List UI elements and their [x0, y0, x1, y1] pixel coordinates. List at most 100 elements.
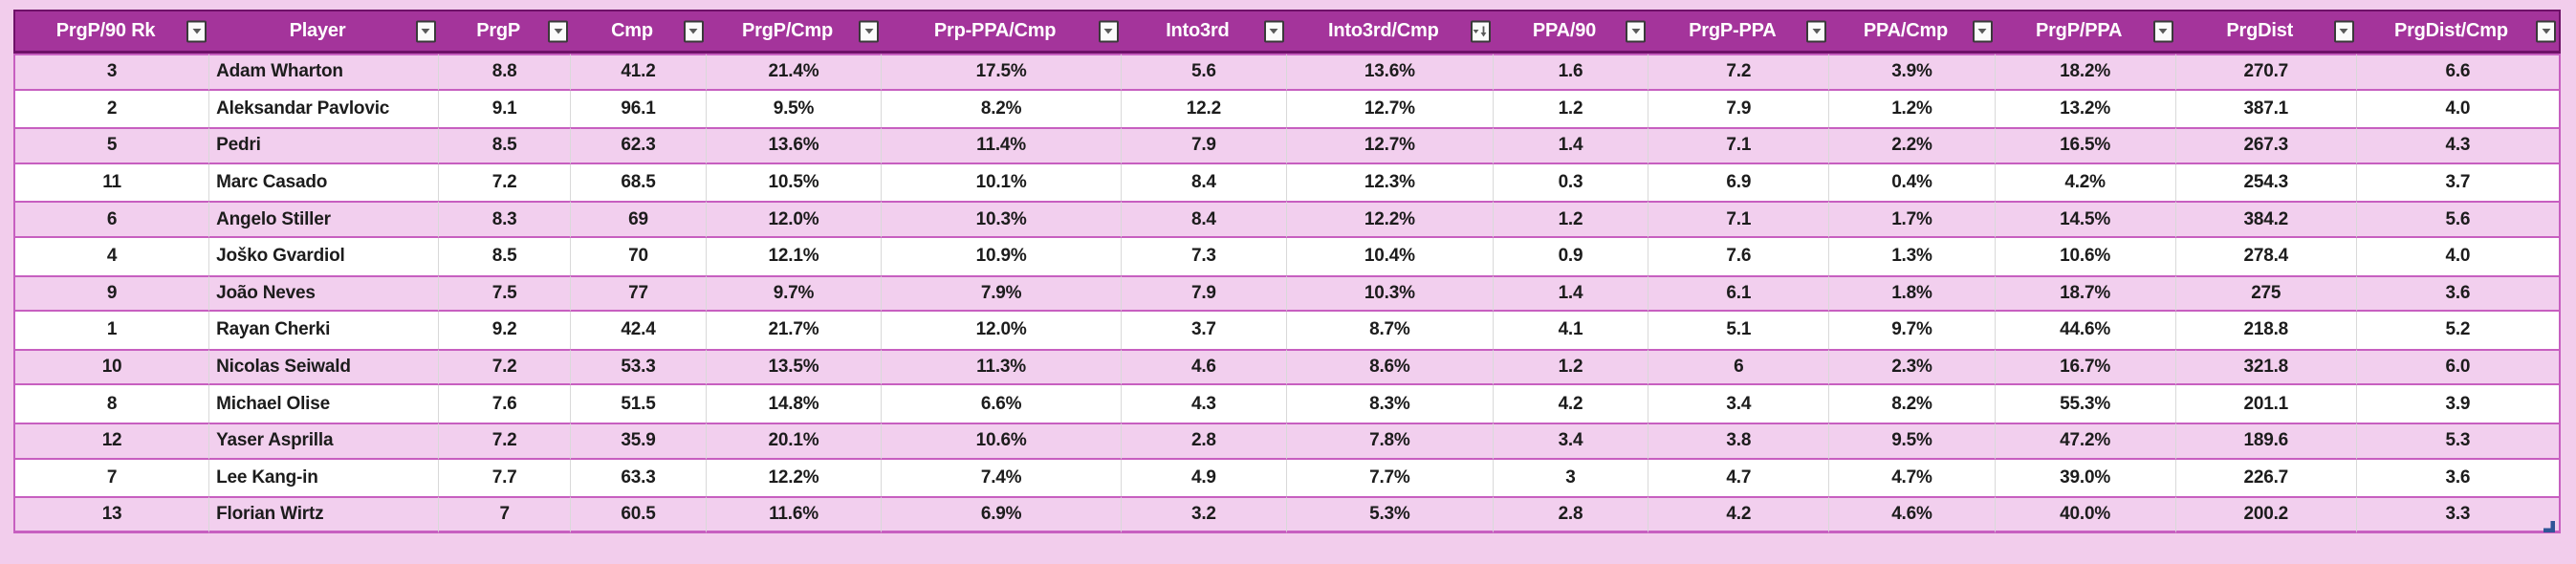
column-header-into3rd[interactable]: Into3rd	[1121, 10, 1287, 54]
cell-into3rd-cmp[interactable]: 10.4%	[1286, 237, 1494, 275]
cell-prgp-cmp[interactable]: 11.6%	[706, 496, 883, 533]
cell-ppa-cmp[interactable]: 2.2%	[1829, 127, 1996, 164]
cell-prgdist[interactable]: 275	[2175, 274, 2357, 313]
cell-prgdist[interactable]: 218.8	[2175, 312, 2357, 349]
cell-prgp[interactable]: 7.2	[438, 163, 572, 202]
cell-prgp-cmp[interactable]: 13.6%	[706, 127, 883, 164]
cell-into3rd[interactable]: 8.4	[1121, 163, 1287, 202]
cell-prgp-ppa[interactable]: 47.2%	[1995, 422, 2176, 460]
cell-prgdist-cmp[interactable]: 4.0	[2356, 90, 2561, 128]
cell-cmp[interactable]: 96.1	[571, 90, 707, 128]
filter-dropdown-button[interactable]	[548, 20, 569, 42]
cell-prp-ppa-cmp[interactable]: 10.1%	[882, 163, 1122, 202]
cell-prgp[interactable]: 8.8	[438, 54, 572, 91]
cell-player[interactable]: Rayan Cherki	[209, 312, 439, 349]
cell-into3rd-cmp[interactable]: 12.3%	[1286, 163, 1494, 202]
cell-ppa-90[interactable]: 1.2	[1493, 348, 1649, 386]
cell-player[interactable]: Aleksandar Pavlovic	[209, 90, 439, 128]
filter-dropdown-button[interactable]	[859, 20, 880, 42]
cell-into3rd[interactable]: 3.2	[1121, 496, 1287, 533]
cell-prgp-ppa[interactable]: 18.7%	[1995, 274, 2176, 313]
cell-prgdist-cmp[interactable]: 5.2	[2356, 312, 2561, 349]
cell-prp-ppa-cmp[interactable]: 7.4%	[882, 459, 1122, 497]
cell-prgp-ppa[interactable]: 6.9	[1648, 163, 1830, 202]
cell-prgp-90-rk[interactable]: 13	[13, 496, 210, 533]
cell-prgdist[interactable]: 384.2	[2175, 201, 2357, 238]
cell-prgdist-cmp[interactable]: 6.6	[2356, 54, 2561, 91]
cell-prp-ppa-cmp[interactable]: 6.9%	[882, 496, 1122, 533]
cell-prgdist[interactable]: 254.3	[2175, 163, 2357, 202]
cell-ppa-cmp[interactable]: 1.2%	[1829, 90, 1996, 128]
cell-prgp[interactable]: 8.5	[438, 127, 572, 164]
cell-prgp[interactable]: 9.2	[438, 312, 572, 349]
cell-cmp[interactable]: 68.5	[571, 163, 707, 202]
cell-into3rd[interactable]: 3.7	[1121, 312, 1287, 349]
cell-into3rd-cmp[interactable]: 12.7%	[1286, 127, 1494, 164]
cell-cmp[interactable]: 35.9	[571, 422, 707, 460]
cell-into3rd-cmp[interactable]: 13.6%	[1286, 54, 1494, 91]
cell-prgp-ppa[interactable]: 16.5%	[1995, 127, 2176, 164]
cell-prgp-ppa[interactable]: 40.0%	[1995, 496, 2176, 533]
cell-ppa-cmp[interactable]: 1.7%	[1829, 201, 1996, 238]
filter-dropdown-button[interactable]	[415, 20, 436, 42]
cell-prp-ppa-cmp[interactable]: 12.0%	[882, 312, 1122, 349]
cell-prgp-90-rk[interactable]: 7	[13, 459, 210, 497]
cell-ppa-cmp[interactable]: 8.2%	[1829, 385, 1996, 423]
column-header-cmp[interactable]: Cmp	[571, 10, 707, 54]
cell-prgp-cmp[interactable]: 12.2%	[706, 459, 883, 497]
cell-prgp-ppa[interactable]: 7.9	[1648, 90, 1830, 128]
cell-player[interactable]: Adam Wharton	[209, 54, 439, 91]
cell-prp-ppa-cmp[interactable]: 11.3%	[882, 348, 1122, 386]
cell-prgdist[interactable]: 189.6	[2175, 422, 2357, 460]
cell-prgp-ppa[interactable]: 16.7%	[1995, 348, 2176, 386]
column-header-prgp-cmp[interactable]: PrgP/Cmp	[706, 10, 883, 54]
cell-prgp-cmp[interactable]: 10.5%	[706, 163, 883, 202]
cell-prgp-ppa[interactable]: 13.2%	[1995, 90, 2176, 128]
cell-ppa-90[interactable]: 1.2	[1493, 201, 1649, 238]
cell-prgp-90-rk[interactable]: 10	[13, 348, 210, 386]
cell-prgp-ppa[interactable]: 4.2	[1648, 496, 1830, 533]
cell-into3rd-cmp[interactable]: 7.7%	[1286, 459, 1494, 497]
filter-dropdown-button[interactable]	[1098, 20, 1119, 42]
cell-prgp-ppa[interactable]: 6	[1648, 348, 1830, 386]
cell-ppa-cmp[interactable]: 0.4%	[1829, 163, 1996, 202]
cell-prgp-90-rk[interactable]: 9	[13, 274, 210, 313]
cell-into3rd[interactable]: 2.8	[1121, 422, 1287, 460]
cell-prgp-ppa[interactable]: 7.2	[1648, 54, 1830, 91]
cell-prgp-90-rk[interactable]: 11	[13, 163, 210, 202]
cell-ppa-cmp[interactable]: 9.5%	[1829, 422, 1996, 460]
filter-dropdown-button[interactable]	[683, 20, 704, 42]
cell-ppa-cmp[interactable]: 1.8%	[1829, 274, 1996, 313]
cell-prgdist-cmp[interactable]: 3.3	[2356, 496, 2561, 533]
filter-dropdown-button[interactable]	[1626, 20, 1647, 42]
cell-prgdist[interactable]: 226.7	[2175, 459, 2357, 497]
cell-prgp-cmp[interactable]: 9.5%	[706, 90, 883, 128]
cell-cmp[interactable]: 53.3	[571, 348, 707, 386]
cell-prgp[interactable]: 7.7	[438, 459, 572, 497]
cell-prp-ppa-cmp[interactable]: 17.5%	[882, 54, 1122, 91]
cell-prgp[interactable]: 7.6	[438, 385, 572, 423]
cell-prgdist-cmp[interactable]: 3.7	[2356, 163, 2561, 202]
cell-prgdist-cmp[interactable]: 3.9	[2356, 385, 2561, 423]
filter-dropdown-button[interactable]	[2333, 20, 2354, 42]
cell-prgp-cmp[interactable]: 21.4%	[706, 54, 883, 91]
cell-prgp[interactable]: 9.1	[438, 90, 572, 128]
cell-prgp-cmp[interactable]: 21.7%	[706, 312, 883, 349]
cell-cmp[interactable]: 51.5	[571, 385, 707, 423]
cell-ppa-90[interactable]: 4.2	[1493, 385, 1649, 423]
cell-player[interactable]: Joško Gvardiol	[209, 237, 439, 275]
cell-prgp-90-rk[interactable]: 1	[13, 312, 210, 349]
cell-prgdist[interactable]: 387.1	[2175, 90, 2357, 128]
cell-into3rd[interactable]: 7.9	[1121, 127, 1287, 164]
cell-prp-ppa-cmp[interactable]: 7.9%	[882, 274, 1122, 313]
cell-player[interactable]: Michael Olise	[209, 385, 439, 423]
filter-dropdown-button[interactable]	[2536, 20, 2556, 42]
cell-cmp[interactable]: 62.3	[571, 127, 707, 164]
cell-prgp-cmp[interactable]: 12.1%	[706, 237, 883, 275]
cell-into3rd-cmp[interactable]: 12.2%	[1286, 201, 1494, 238]
cell-player[interactable]: Marc Casado	[209, 163, 439, 202]
cell-prgp-ppa[interactable]: 7.6	[1648, 237, 1830, 275]
filter-dropdown-button[interactable]	[1806, 20, 1827, 42]
column-header-prgdist-cmp[interactable]: PrgDist/Cmp	[2356, 10, 2561, 54]
cell-prgp-cmp[interactable]: 20.1%	[706, 422, 883, 460]
